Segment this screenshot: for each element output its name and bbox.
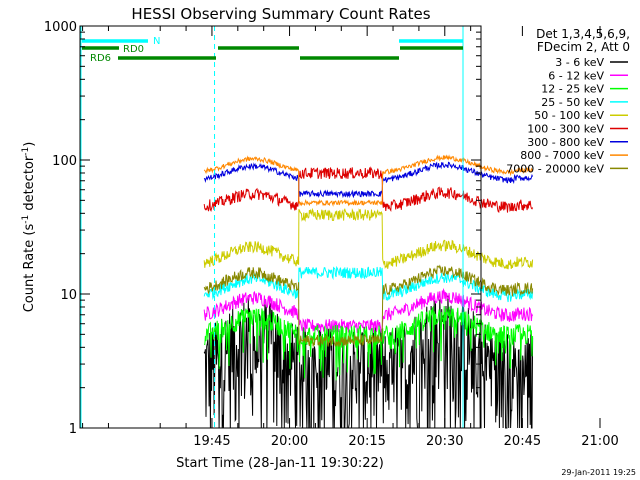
flags-layer: N RD0 RD6 <box>80 26 464 428</box>
series-line-4 <box>203 207 534 270</box>
x-tick-label-0: 19:45 <box>193 434 230 449</box>
legend-label-5: 100 - 300 keV <box>527 123 604 136</box>
y-label-sup1: -1 <box>21 215 31 224</box>
series-line-1 <box>203 287 534 334</box>
legend-label-2: 12 - 25 keV <box>541 83 604 96</box>
legend-label-3: 25 - 50 keV <box>541 96 604 109</box>
x-tick-label-3: 20:30 <box>426 434 463 449</box>
flag-rd0-label: RD0 <box>123 44 144 55</box>
x-tick-label-4: 20:45 <box>504 434 541 449</box>
y-label-sup2: -1 <box>21 147 31 156</box>
x-tick-label-1: 20:00 <box>271 434 308 449</box>
y-tick-label-0: 1 <box>69 422 77 437</box>
series-line-2 <box>204 305 534 381</box>
legend-label-4: 50 - 100 keV <box>534 109 604 122</box>
flag-rd6-label: RD6 <box>90 53 111 64</box>
series-line-6 <box>203 161 534 199</box>
x-tick-label-5: 21:00 <box>581 434 618 449</box>
flag-n-label: N <box>153 36 160 47</box>
timestamp: 29-Jan-2011 19:25 <box>561 468 636 477</box>
y-label-main: Count Rate (s <box>22 224 37 313</box>
legend-header-2: FDecim 2, Att 0 <box>537 40 630 54</box>
x-axis-label: Start Time (28-Jan-11 19:30:22) <box>176 456 384 471</box>
series-layer <box>203 154 534 429</box>
x-tick-label-2: 20:15 <box>348 434 385 449</box>
y-label-end: ) <box>22 142 37 147</box>
y-tick-label-1: 10 <box>60 288 77 303</box>
legend-label-8: 7000 - 20000 keV <box>506 162 604 175</box>
y-tick-label-3: 1000 <box>44 20 77 35</box>
legend: Det 1,3,4,5,6,9, FDecim 2, Att 0 3 - 6 k… <box>506 27 630 175</box>
legend-label-6: 300 - 800 keV <box>527 136 604 149</box>
legend-label-1: 6 - 12 keV <box>548 69 604 82</box>
plot-frame <box>79 25 482 429</box>
y-label-mid: detector <box>22 155 37 215</box>
legend-label-0: 3 - 6 keV <box>555 56 604 69</box>
series-line-8 <box>203 264 534 348</box>
series-line-5 <box>203 166 534 213</box>
y-tick-label-2: 100 <box>52 154 77 169</box>
chart-title: HESSI Observing Summary Count Rates <box>131 5 430 23</box>
legend-label-7: 800 - 7000 keV <box>520 149 604 162</box>
legend-header-1: Det 1,3,4,5,6,9, <box>536 27 630 41</box>
y-axis-label: Count Rate (s-1 detector-1) <box>21 142 37 313</box>
axes-layer: 1 10 100 1000 19:45 20:00 20:15 20:30 20:45 21:00 <box>44 20 619 449</box>
